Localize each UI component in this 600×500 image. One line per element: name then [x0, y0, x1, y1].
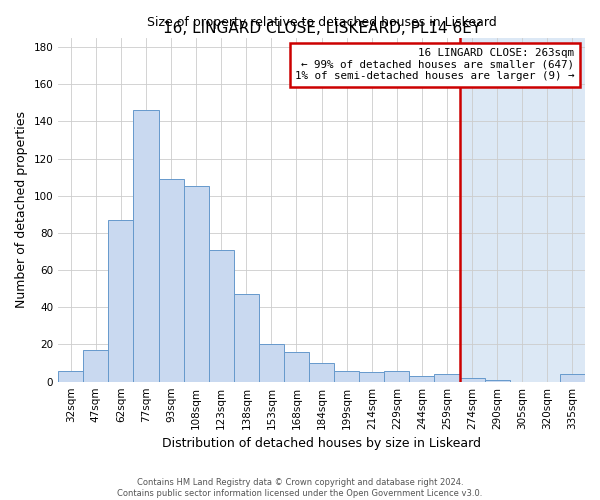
Bar [284, 352, 309, 382]
Bar [133, 110, 158, 382]
Bar [158, 179, 184, 382]
X-axis label: Distribution of detached houses by size in Liskeard: Distribution of detached houses by size … [162, 437, 481, 450]
Title: 16, LINGARD CLOSE, LISKEARD, PL14 6EY: 16, LINGARD CLOSE, LISKEARD, PL14 6EY [163, 22, 481, 36]
Bar [209, 250, 234, 382]
Bar [409, 376, 434, 382]
Bar [460, 378, 485, 382]
Bar [359, 372, 385, 382]
Bar [434, 374, 460, 382]
Bar [259, 344, 284, 382]
Bar [560, 374, 585, 382]
Text: Contains HM Land Registry data © Crown copyright and database right 2024.
Contai: Contains HM Land Registry data © Crown c… [118, 478, 482, 498]
Bar [234, 294, 259, 382]
Bar [58, 370, 83, 382]
Bar [109, 220, 133, 382]
Text: Size of property relative to detached houses in Liskeard: Size of property relative to detached ho… [147, 16, 496, 29]
Bar [385, 370, 409, 382]
Bar [460, 38, 585, 382]
Text: 16 LINGARD CLOSE: 263sqm
← 99% of detached houses are smaller (647)
1% of semi-d: 16 LINGARD CLOSE: 263sqm ← 99% of detach… [295, 48, 574, 81]
Bar [184, 186, 209, 382]
Bar [334, 370, 359, 382]
Bar [309, 363, 334, 382]
Bar [83, 350, 109, 382]
Y-axis label: Number of detached properties: Number of detached properties [15, 111, 28, 308]
Bar [485, 380, 510, 382]
